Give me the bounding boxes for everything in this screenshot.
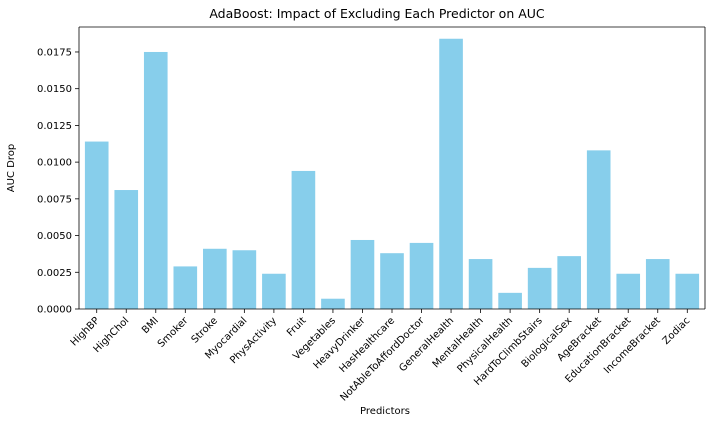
bar-smoker [173,266,198,309]
y-tick-label: 0.0150 [37,84,72,95]
chart-title: AdaBoost: Impact of Excluding Each Predi… [209,6,545,21]
x-tick-label: HeavyDrinker [312,315,369,372]
y-tick-label: 0.0175 [37,47,72,58]
bar-stroke [203,248,227,309]
bar-educationbracket [616,273,641,309]
bar-incomebracket [645,259,670,309]
bar-vegetables [321,298,345,309]
bar-biologicalsex [557,256,581,310]
bars-group [84,38,700,310]
y-tick-label: 0.0025 [37,268,72,279]
x-tick-label: BMI [140,315,161,336]
x-tick-label: Smoker [156,315,191,350]
bar-hashealthcare [380,253,404,309]
bar-physicalhealth [498,292,522,309]
y-axis: 0.0000 0.0025 0.0050 0.0075 0.0100 0.0125 0.01… [37,47,79,316]
x-tick-label: Zodiac [661,315,693,347]
bar-heavydrinker [350,239,375,309]
y-tick-label: 0.0100 [37,158,72,169]
y-tick-label: 0.0000 [37,305,72,316]
bar-hardtoclimbstairs [527,267,552,310]
bar-myocardial [232,250,257,309]
bar-physactivity [262,273,286,309]
x-tick-label: IncomeBracket [602,315,663,376]
bar-generalhealth [439,38,463,309]
y-tick-label: 0.0050 [37,231,72,242]
bar-agebracket [586,150,611,309]
bar-zodiac [675,273,700,309]
y-tick-label: 0.0125 [37,121,72,132]
x-tick-label: Fruit [285,315,309,339]
y-tick-label: 0.0075 [37,194,72,205]
bar-mentalhealth [468,259,493,309]
bar-bmi [143,51,168,309]
x-axis-label: Predictors [360,406,410,417]
bar-highbp [84,141,109,309]
y-axis-label: AUC Drop [6,144,17,192]
bar-notabletoafforddoctor [409,242,434,309]
bar-highchol [114,190,139,309]
bar-fruit [291,170,316,309]
